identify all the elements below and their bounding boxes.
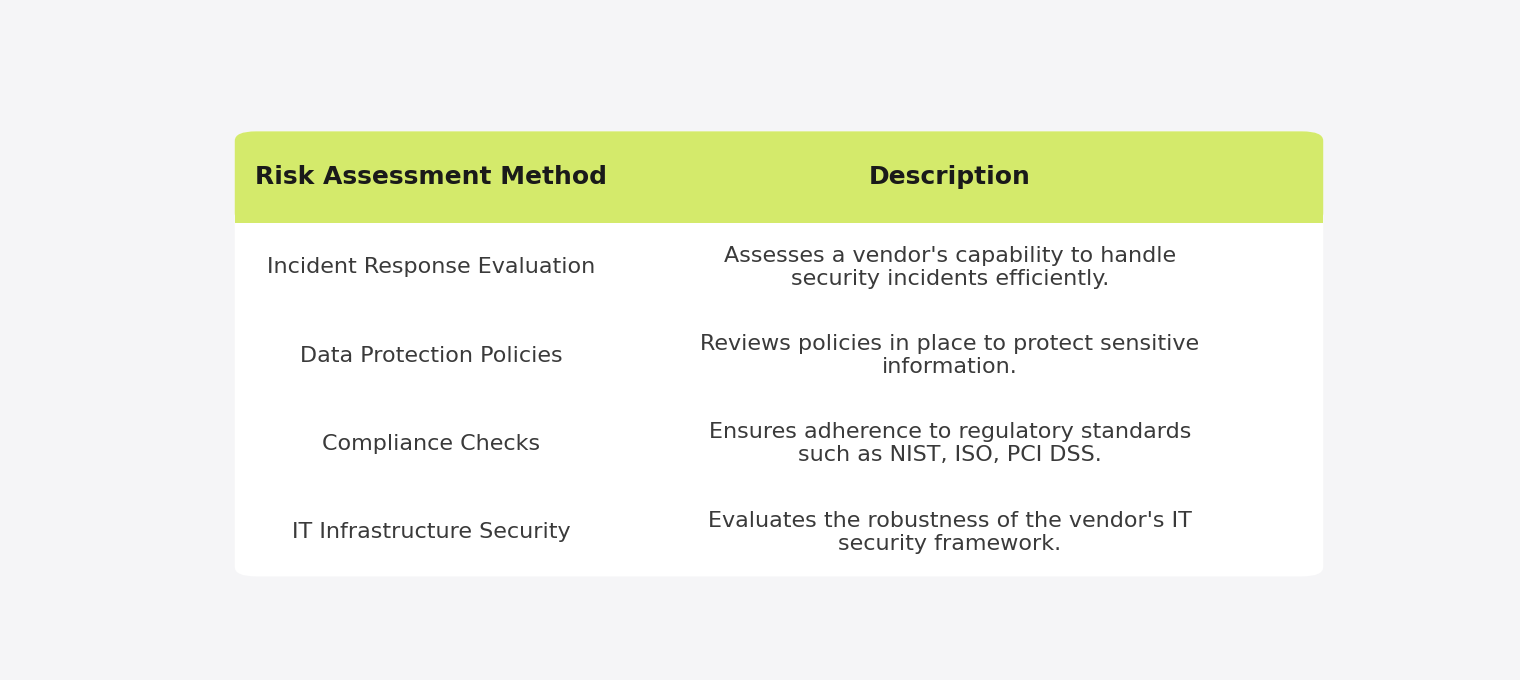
Text: Assesses a vendor's capability to handle
security incidents efficiently.: Assesses a vendor's capability to handle…	[724, 245, 1176, 289]
Text: Compliance Checks: Compliance Checks	[322, 434, 541, 454]
Text: Description: Description	[869, 165, 1031, 189]
Text: Evaluates the robustness of the vendor's IT
security framework.: Evaluates the robustness of the vendor's…	[708, 511, 1192, 554]
Text: Data Protection Policies: Data Protection Policies	[299, 345, 562, 366]
Text: Reviews policies in place to protect sensitive
information.: Reviews policies in place to protect sen…	[701, 334, 1199, 377]
Bar	[234, 214, 1324, 223]
Text: Ensures adherence to regulatory standards
such as NIST, ISO, PCI DSS.: Ensures adherence to regulatory standard…	[708, 422, 1192, 466]
Text: IT Infrastructure Security: IT Infrastructure Security	[292, 522, 572, 542]
FancyBboxPatch shape	[234, 131, 1324, 223]
Text: Incident Response Evaluation: Incident Response Evaluation	[268, 257, 596, 277]
FancyBboxPatch shape	[234, 131, 1324, 577]
Text: Risk Assessment Method: Risk Assessment Method	[255, 165, 608, 189]
